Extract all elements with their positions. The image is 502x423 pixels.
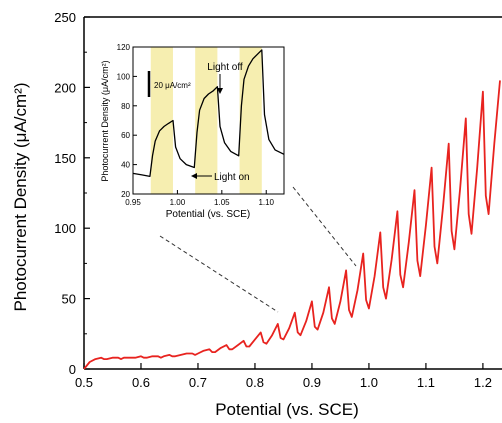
inset-x-tick-label: 1.00 [170,198,186,207]
inset-y-tick-label: 80 [121,102,130,111]
inset-x-tick-label: 1.05 [214,198,230,207]
inset-y-tick-label: 120 [117,43,131,52]
main-x-tick-label: 1.1 [417,375,435,390]
inset-connector-right [292,186,357,267]
main-x-tick-label: 1.0 [360,375,378,390]
main-y-tick-label: 0 [69,362,76,377]
main-photocurrent-line [83,80,501,370]
main-series-group [83,80,501,370]
inset-frame [132,46,285,195]
inset-y-tick-label: 40 [121,161,130,170]
main-y-axis-label: Photocurrent Density (μA/cm²) [11,83,30,312]
inset-series-group [132,49,285,178]
inset-x-tick-label: 1.10 [258,198,274,207]
inset-axis-ticks: 0.95 1.00 1.05 1.10 20 40 60 80 100 120 [117,43,275,207]
inset-y-tick-label: 60 [121,131,130,140]
main-x-tick-label: 0.5 [75,375,93,390]
light-on-band [239,47,262,194]
main-y-tick-label: 100 [54,221,76,236]
main-x-tick-label: 0.9 [303,375,321,390]
light-on-band [150,47,173,194]
main-y-tick-label: 150 [54,151,76,166]
scale-bar-label: 20 μA/cm² [154,81,191,90]
inset-y-axis-label: Photocurrent Density (μA/cm²) [100,60,110,181]
main-y-tick-label: 50 [62,292,76,307]
annotation-light-on: Light on [214,172,250,183]
main-x-tick-label: 0.7 [189,375,207,390]
main-axis-ticks: 0.5 0.6 0.7 0.8 0.9 1.0 1.1 1.2 0 50 100 150 200 250 [54,10,492,390]
inset-x-axis-label: Potential (vs. SCE) [166,209,250,220]
main-y-tick-label: 250 [54,10,76,25]
light-on-band [195,47,218,194]
main-x-tick-label: 0.8 [246,375,264,390]
light-on-arrowhead [191,173,197,179]
light-off-arrowhead [217,88,223,94]
annotation-light-off: Light off [207,62,243,73]
inset-plot: 0.95 1.00 1.05 1.10 20 40 60 80 100 120 20 μA/cm²… [100,43,285,220]
inset-y-tick-label: 100 [117,72,131,81]
inset-y-tick-label: 20 [121,190,130,199]
inset-light-bands [150,47,262,194]
main-x-tick-label: 1.2 [474,375,492,390]
main-y-tick-label: 200 [54,80,76,95]
inset-connector-left [159,235,279,313]
inset-photocurrent-line [132,49,285,178]
inset-x-tick-label: 0.95 [125,198,141,207]
main-x-axis-label: Potential (vs. SCE) [215,400,359,419]
main-x-tick-label: 0.6 [132,375,150,390]
